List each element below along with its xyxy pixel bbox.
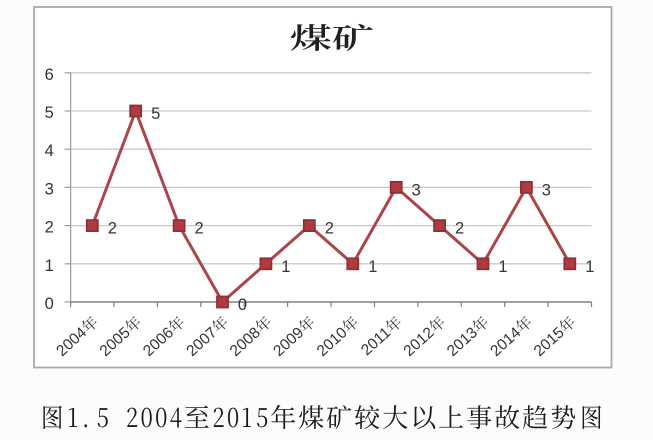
svg-text:3: 3 (45, 180, 54, 198)
svg-text:2: 2 (45, 219, 54, 237)
svg-text:6: 6 (45, 66, 54, 84)
svg-text:3: 3 (412, 181, 421, 199)
svg-text:2: 2 (455, 220, 464, 238)
svg-text:1: 1 (281, 258, 290, 276)
svg-text:5: 5 (151, 105, 160, 123)
svg-text:2: 2 (325, 220, 334, 238)
svg-text:2: 2 (195, 220, 204, 238)
svg-text:4: 4 (45, 142, 54, 160)
svg-text:1: 1 (45, 257, 54, 275)
svg-text:1: 1 (585, 258, 594, 276)
svg-text:2: 2 (108, 220, 117, 238)
svg-text:3: 3 (542, 181, 551, 199)
svg-text:5: 5 (45, 104, 54, 122)
svg-text:1: 1 (368, 258, 377, 276)
svg-text:1: 1 (498, 258, 507, 276)
svg-text:0: 0 (45, 295, 54, 313)
svg-text:0: 0 (238, 296, 247, 314)
